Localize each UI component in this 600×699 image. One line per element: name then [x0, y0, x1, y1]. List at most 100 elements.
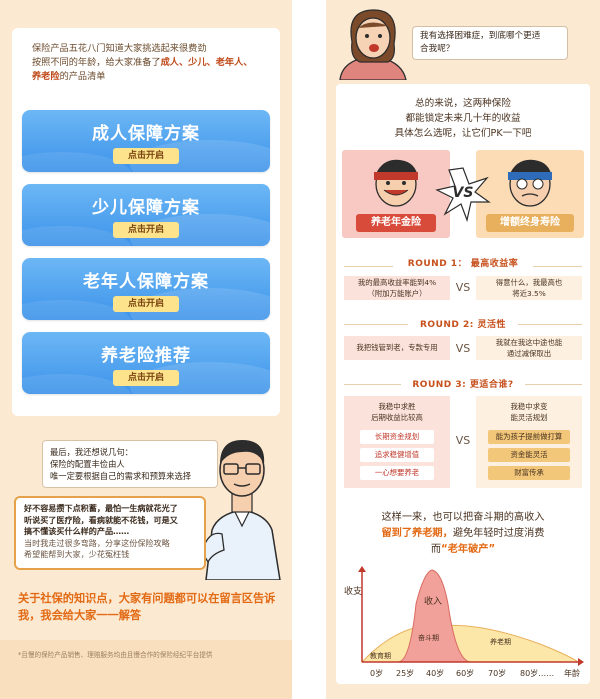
child-plan-banner[interactable]: 少儿保障方案 点击开启 — [22, 184, 270, 246]
comparison-card: 总的来说，这两种保险 都能锁定未来几十年的收益 具体怎么选呢，让它们PK一下吧 … — [336, 84, 590, 684]
wave-decor — [22, 374, 132, 394]
intro-line: 都能锁定未来几十年的收益 — [405, 113, 521, 124]
tick-label: 25岁 — [396, 668, 414, 678]
bubble-line: 唯一定要根据自己的需求和预算来选择 — [50, 471, 192, 481]
plan-title: 养老险推荐 — [101, 346, 191, 366]
intro-line: 总的来说，这两种保险 — [415, 98, 511, 109]
pension-fighter-icon — [374, 159, 418, 207]
round-line: 得意什么，我最高也 — [495, 278, 563, 287]
story-line: 搞不懂该买什么样的产品…… — [24, 526, 130, 537]
story-bubble: 好不容易攒下点积蓄，最怕一生病就花光了 听说买了医疗险，看病就能不花钱，可是又 … — [14, 496, 206, 570]
round-line: 我稳中求变 — [510, 402, 548, 411]
tick-label: 60岁 — [456, 668, 474, 678]
question-bubble: 我有选择困难症，到底哪个更适 合我呢？ — [412, 26, 568, 60]
summary-text: 这样一来，也可以把奋斗期的高收入 留到了养老期，避免年轻时过度消费 而“老年破产… — [336, 510, 590, 558]
trait-pill: 长期资金规划 — [360, 430, 434, 444]
round-line: 我的最高收益率能到4% — [357, 278, 437, 287]
bubble-line: 最后，我还想说几句： — [50, 447, 133, 457]
story-line: 听说买了医疗险，看病就能不花钱，可是又 — [24, 514, 178, 525]
whole-life-label: 增额终身寿险 — [486, 214, 574, 232]
trait-pill: 追求稳健增值 — [360, 448, 434, 462]
x-axis-label: 年龄 — [564, 668, 580, 678]
summary-line-3-head: 而 — [430, 544, 442, 555]
trait-pill: 财富传承 — [488, 466, 570, 480]
intro-highlight-1: 成人、少儿、老年人、 — [160, 57, 253, 68]
intro-tail: 的产品清单 — [59, 71, 106, 82]
elderly-plan-banner[interactable]: 老年人保障方案 点击开启 — [22, 258, 270, 320]
column-gap — [292, 0, 326, 699]
pension-annuity-card: 养老年金险 — [342, 150, 450, 238]
open-button[interactable]: 点击开启 — [113, 370, 179, 386]
pension-plan-banner[interactable]: 养老险推荐 点击开启 — [22, 332, 270, 394]
trait-pill: 能为孩子提前做打算 — [488, 430, 570, 444]
summary-line-3: 而“老年破产” — [336, 542, 590, 558]
lifecycle-chart: 收支 收入 教育期 奋斗期 养老期 0岁 25岁 40岁 60岁 70岁 80岁… — [344, 566, 584, 678]
whole-life-card: 增额终身寿险 — [476, 150, 584, 238]
wholelife-fighter-icon — [508, 159, 552, 207]
y-axis-arrow — [358, 566, 366, 572]
versus-label: VS — [452, 185, 474, 201]
tick-label: 70岁 — [488, 668, 506, 678]
round-line: 能灵活规划 — [510, 413, 548, 422]
plan-title: 成人保障方案 — [92, 124, 200, 144]
woman-illustration — [339, 9, 407, 80]
story-line: 希望能帮到大家，少花冤枉钱 — [24, 549, 130, 560]
plan-title: 少儿保障方案 — [92, 198, 200, 218]
vs-text: VS — [455, 342, 471, 355]
tick-label: 0岁 — [370, 668, 383, 678]
tick-label: 80岁…… — [520, 668, 554, 678]
region-retirement: 养老期 — [490, 637, 511, 646]
question-line: 我有选择困难症，到底哪个更适 — [420, 31, 541, 41]
open-button[interactable]: 点击开启 — [113, 222, 179, 238]
plan-list-card: 保险产品五花八门知道大家挑选起来很费劲 按照不同的年龄，给大家准备了成人、少儿、… — [12, 28, 280, 416]
summary-line: 这样一来，也可以把奋斗期的高收入 — [381, 512, 545, 523]
round-line: 我就在我这中途也能 — [495, 338, 563, 347]
region-education: 教育期 — [370, 651, 391, 660]
story-line: 好不容易攒下点积蓄，最怕一生病就花光了 — [24, 503, 178, 513]
wave-decor — [22, 152, 132, 172]
open-button[interactable]: 点击开启 — [113, 148, 179, 164]
round-line: 我稳中求胜 — [378, 402, 416, 411]
bubble-line: 保险的配置丰俭由人 — [50, 459, 125, 469]
y-axis-label: 收支 — [344, 585, 362, 597]
advisor-illustration — [201, 440, 281, 580]
open-button[interactable]: 点击开启 — [113, 296, 179, 312]
intro-line-2: 按照不同的年龄，给大家准备了成人、少儿、老年人、 — [32, 56, 264, 70]
trait-pill: 资金能灵活 — [488, 448, 570, 462]
round-line: 将近3.5% — [512, 289, 546, 298]
round-2-left: 我把钱管到老，专款专用 — [344, 336, 450, 360]
round-line: （附加万能账户） — [367, 289, 427, 298]
intro-line-1: 保险产品五花八门知道大家挑选起来很费劲 — [32, 43, 207, 54]
round-line: 后期收益比较高 — [371, 413, 423, 422]
question-line: 合我呢？ — [420, 44, 455, 54]
round-3-title: ROUND 3: 更适合谁? — [401, 377, 525, 390]
intro-highlight-2: 养老险 — [32, 71, 60, 82]
intro-line-3: 养老险的产品清单 — [32, 70, 264, 84]
vs-text: VS — [455, 434, 471, 447]
round-1-title: ROUND 1： 最高收益率 — [393, 256, 533, 269]
summary-line-2-tail: 避免年轻时过度消费 — [452, 528, 545, 539]
summary-line-2: 留到了养老期，避免年轻时过度消费 — [336, 526, 590, 542]
intro-line-2-text: 按照不同的年龄，给大家准备了 — [32, 57, 161, 68]
x-axis-arrow — [578, 658, 584, 666]
round-2-right: 我就在我这中途也能 通过减保取出 — [476, 336, 582, 360]
wave-decor — [22, 226, 132, 246]
left-panel: 保险产品五花八门知道大家挑选起来很费劲 按照不同的年龄，给大家准备了成人、少儿、… — [0, 0, 292, 699]
tick-label: 40岁 — [426, 668, 444, 678]
summary-highlight: “老年破产” — [441, 544, 496, 555]
round-line: 通过减保取出 — [506, 349, 552, 358]
vs-text: VS — [455, 281, 471, 294]
comparison-intro: 总的来说，这两种保险 都能锁定未来几十年的收益 具体怎么选呢，让它们PK一下吧 — [336, 96, 590, 141]
intro-line: 具体怎么选呢，让它们PK一下吧 — [394, 128, 532, 139]
round-1-right: 得意什么，我最高也 将近3.5% — [476, 276, 582, 300]
plan-title: 老年人保障方案 — [83, 272, 209, 292]
round-3-right: 我稳中求变能灵活规划 能为孩子提前做打算 资金能灵活 财富传承 — [476, 396, 582, 488]
outro-text: 关于社保的知识点，大家有问题都可以在留言区告诉我，我会给大家一一解答 — [18, 592, 276, 622]
speech-bubble: 最后，我还想说几句： 保险的配置丰俭由人 唯一定要根据自己的需求和预算来选择 — [42, 440, 218, 488]
right-panel: 我有选择困难症，到底哪个更适 合我呢？ 总的来说，这两种保险 都能锁定未来几十年… — [326, 0, 600, 699]
adult-plan-banner[interactable]: 成人保障方案 点击开启 — [22, 110, 270, 172]
pension-annuity-label: 养老年金险 — [356, 214, 436, 232]
income-area — [397, 569, 471, 663]
round-1-left: 我的最高收益率能到4% （附加万能账户） — [344, 276, 450, 300]
spending-area — [360, 624, 580, 663]
